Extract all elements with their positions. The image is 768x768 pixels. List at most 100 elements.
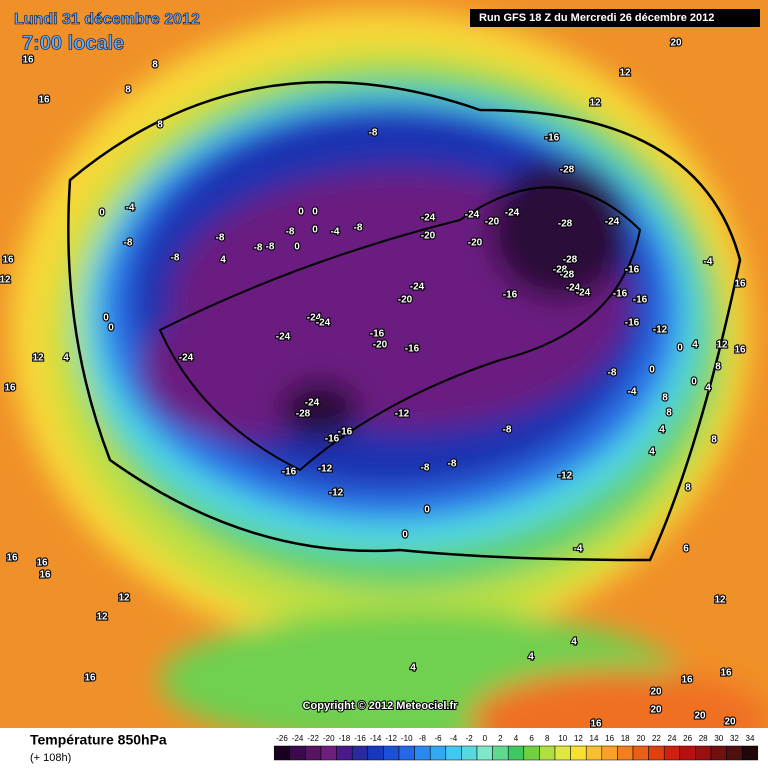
footer-title: Température 850hPa — [30, 732, 167, 748]
contour-label: 12 — [118, 593, 130, 604]
contour-label: 16 — [84, 673, 96, 684]
contour-label: -24 — [316, 318, 331, 329]
scale-cell — [429, 745, 447, 761]
scale-tick-label: -6 — [434, 734, 442, 743]
contour-label: -24 — [566, 283, 581, 294]
contour-label: 4 — [410, 663, 416, 674]
contour-label: 0 — [649, 365, 655, 376]
contour-label: -8 — [124, 238, 133, 249]
scale-tick-label: -22 — [307, 734, 319, 743]
contour-label: -16 — [405, 344, 420, 355]
contour-label: 8 — [662, 393, 668, 404]
scale-cell — [476, 745, 493, 761]
contour-label: 4 — [649, 447, 655, 458]
contour-label: 4 — [528, 652, 534, 663]
contour-label: 12 — [619, 68, 631, 79]
contour-label: 0 — [402, 530, 408, 541]
contour-label: 16 — [720, 668, 732, 679]
contour-label: 20 — [724, 717, 736, 728]
contour-label: 16 — [2, 255, 14, 266]
contour-label: -8 — [216, 233, 225, 244]
contour-label: 16 — [36, 558, 48, 569]
contour-label: -20 — [398, 295, 413, 306]
scale-tick-label: -10 — [401, 734, 413, 743]
scale-tick-label: 12 — [574, 734, 583, 743]
contour-label: -24 — [421, 213, 436, 224]
contour-label: -8 — [286, 227, 295, 238]
contour-label: -8 — [503, 425, 512, 436]
scale-cell — [383, 745, 400, 761]
contour-label: 0 — [103, 313, 109, 324]
contour-label: -12 — [653, 325, 668, 336]
contour-label: -8 — [369, 128, 378, 139]
scale-cell — [445, 745, 462, 761]
contour-label: -8 — [354, 223, 363, 234]
contour-label: -24 — [276, 332, 291, 343]
contour-label: -16 — [338, 427, 353, 438]
scale-cell — [414, 745, 431, 761]
run-box — [470, 9, 760, 27]
contour-label: 6 — [683, 544, 689, 555]
scale-cell — [305, 745, 322, 761]
contour-label: -16 — [625, 265, 640, 276]
contour-label: -24 — [307, 313, 322, 324]
scale-tick-label: -2 — [466, 734, 474, 743]
contour-label: 20 — [650, 687, 662, 698]
contour-label: 0 — [108, 323, 114, 334]
contour-label: 12 — [589, 98, 601, 109]
contour-label: 0 — [312, 207, 318, 218]
contour-label: -4 — [628, 387, 637, 398]
contour-label: -16 — [625, 318, 640, 329]
contour-label: 16 — [681, 675, 693, 686]
contour-label: 16 — [590, 719, 602, 730]
contour-label: -4 — [704, 257, 713, 268]
contour-label: 4 — [659, 425, 665, 436]
contour-label: 8 — [152, 60, 158, 71]
contour-label: -20 — [373, 340, 388, 351]
contour-label: -28 — [560, 165, 575, 176]
contour-label: -4 — [574, 544, 583, 555]
footer-lead: (+ 108h) — [30, 752, 71, 764]
contour-label: 16 — [734, 279, 746, 290]
contour-label: 8 — [666, 408, 672, 419]
contour-label: 16 — [38, 95, 50, 106]
scale-tick-label: 22 — [652, 734, 661, 743]
contour-label: -16 — [325, 434, 340, 445]
contour-label: -8 — [254, 243, 263, 254]
contour-label: -28 — [563, 255, 578, 266]
time: 7:00 locale — [22, 32, 124, 54]
scale-cell — [663, 745, 681, 761]
contour-label: -16 — [282, 467, 297, 478]
contour-label: -20 — [485, 217, 500, 228]
contour-label: 8 — [685, 483, 691, 494]
scale-cell — [507, 745, 525, 761]
contour-label: 4 — [571, 637, 577, 648]
contour-label: -4 — [126, 203, 135, 214]
contour-label: 0 — [424, 505, 430, 516]
contour-label: 16 — [39, 570, 51, 581]
contour-label: -24 — [505, 208, 520, 219]
contour-label: 12 — [716, 340, 728, 351]
scale-cell — [523, 745, 540, 761]
scale-cell — [726, 745, 743, 761]
contour-label: -24 — [576, 288, 591, 299]
contour-label: 16 — [4, 383, 16, 394]
scale-cell — [632, 745, 649, 761]
contour-label: -12 — [318, 464, 333, 475]
contour-label: 12 — [32, 353, 44, 364]
contour-label: -8 — [421, 463, 430, 474]
scale-tick-label: 28 — [699, 734, 708, 743]
contour-label: 8 — [715, 362, 721, 373]
contour-label: -24 — [179, 353, 194, 364]
scale-cell — [398, 745, 415, 761]
contour-label: 12 — [96, 612, 108, 623]
scale-cell — [289, 745, 306, 761]
contour-label: 0 — [99, 208, 105, 219]
scale-tick-label: -4 — [450, 734, 458, 743]
contour-label: -8 — [171, 253, 180, 264]
contour-label: -16 — [613, 289, 628, 300]
scale-cell — [679, 745, 696, 761]
